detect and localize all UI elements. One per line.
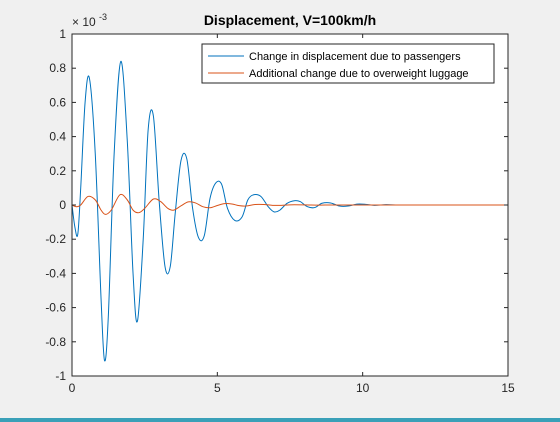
- y-exponent-label: × 10 -3: [72, 12, 107, 29]
- y-exponent-base: × 10: [72, 15, 96, 29]
- x-tick-label-3: 15: [501, 381, 515, 395]
- legend-label-1: Additional change due to overweight lugg…: [249, 68, 469, 80]
- x-tick-label-0: 0: [69, 381, 76, 395]
- x-tick-label-1: 5: [214, 381, 221, 395]
- chart-title: Displacement, V=100km/h: [204, 12, 376, 28]
- tick-layer: 0 5 10 15 -1 -0.8 -0.6 -0.4 -0.2 0 0.2 0.4 0.6 0.8 1: [45, 27, 515, 395]
- y-tick-label-4: -0.2: [45, 232, 66, 246]
- y-tick-label-2: -0.6: [45, 301, 66, 315]
- y-exponent-power: -3: [99, 12, 107, 22]
- y-tick-label-3: -0.4: [45, 266, 66, 280]
- legend: Change in displacement due to passengers…: [201, 43, 495, 84]
- y-tick-label-8: 0.6: [49, 95, 66, 109]
- y-tick-label-10: 1: [59, 27, 66, 41]
- series-line-1: [71, 193, 508, 215]
- window-bottom-strip: [0, 418, 560, 422]
- y-tick-label-7: 0.4: [49, 130, 66, 144]
- series-layer: [71, 60, 508, 362]
- y-tick-label-1: -0.8: [45, 335, 66, 349]
- svg-text:× 10 -3: × 10 -3: [72, 12, 107, 29]
- y-tick-label-6: 0.2: [49, 164, 66, 178]
- legend-box: [201, 43, 495, 84]
- series-line-0: [71, 60, 508, 362]
- y-tick-label-0: -1: [55, 369, 66, 383]
- y-tick-label-5: 0: [59, 198, 66, 212]
- y-tick-label-9: 0.8: [49, 61, 66, 75]
- legend-label-0: Change in displacement due to passengers: [249, 51, 461, 63]
- x-tick-label-2: 10: [356, 381, 370, 395]
